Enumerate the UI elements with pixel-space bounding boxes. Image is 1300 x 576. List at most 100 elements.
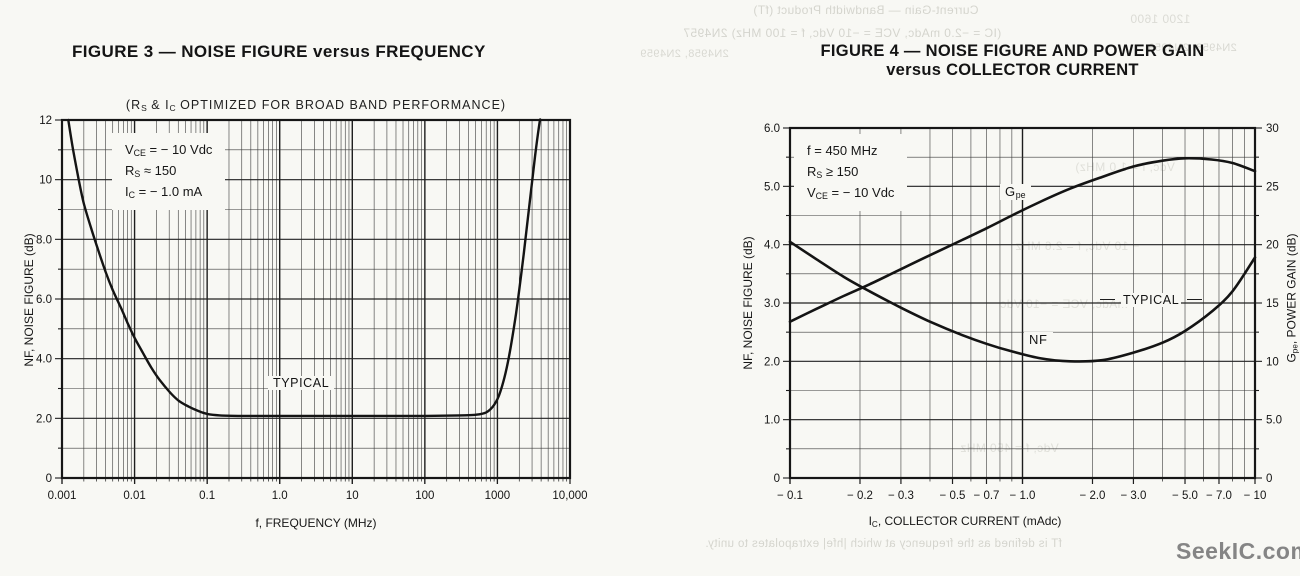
tick-label: 1000 bbox=[485, 490, 511, 502]
tick-label: 2.0 bbox=[36, 413, 52, 425]
gpe-sub: pe bbox=[1015, 190, 1026, 201]
cond-text: V bbox=[807, 185, 816, 201]
tick-label: 1.0 bbox=[764, 415, 780, 427]
figure4-title-line1: FIGURE 4 — NOISE FIGURE AND POWER GAIN bbox=[820, 42, 1205, 60]
xlabel-sub: C bbox=[871, 519, 878, 529]
tick-label: 6.0 bbox=[36, 294, 52, 306]
tick-label: 2.0 bbox=[764, 356, 780, 368]
tick-label: 0.001 bbox=[48, 490, 77, 502]
cond-text: V bbox=[125, 142, 134, 157]
leader-line bbox=[1100, 299, 1115, 301]
tick-label: 100 bbox=[415, 490, 434, 502]
cond-sub: CE bbox=[815, 191, 828, 202]
figure4-x-axis-label: IC, COLLECTOR CURRENT (mAdc) bbox=[715, 514, 1215, 529]
figure4-typical-label: TYPICAL bbox=[1094, 291, 1208, 309]
tick-label: 0 bbox=[46, 473, 52, 485]
figure4-nf-label: NF bbox=[1024, 332, 1053, 347]
watermark: SeekIC.com bbox=[1176, 538, 1300, 564]
condition-line: VCE = − 10 Vdc bbox=[807, 183, 894, 204]
subtitle-part: OPTIMIZED FOR BROAD BAND PERFORMANCE) bbox=[175, 98, 507, 112]
tick-label: 0.1 bbox=[199, 490, 215, 502]
tick-label: 20 bbox=[1266, 240, 1279, 252]
subtitle-part: (R bbox=[125, 98, 142, 112]
ylabel-text: , POWER GAIN (dB) bbox=[1284, 233, 1299, 345]
leader-line bbox=[1187, 299, 1203, 301]
figure4-title-line2: versus COLLECTOR CURRENT bbox=[886, 61, 1139, 79]
tick-label: 15 bbox=[1266, 298, 1279, 310]
tick-label: 0 bbox=[774, 473, 780, 485]
xlabel-text: I bbox=[868, 514, 872, 528]
condition-line: IC = − 1.0 mA bbox=[125, 182, 212, 203]
figure4-gpe-label: Gpe bbox=[1000, 184, 1031, 201]
figure4-title: FIGURE 4 — NOISE FIGURE AND POWER GAIN v… bbox=[780, 42, 1245, 80]
nf-typical-curve bbox=[67, 118, 542, 418]
cond-text: R bbox=[807, 164, 817, 180]
figure3-title: FIGURE 3 — NOISE FIGURE versus FREQUENCY bbox=[72, 42, 486, 61]
gpe-text: G bbox=[1005, 184, 1016, 199]
ghost-text: Current-Gain — Bandwidth Product (fT) bbox=[753, 3, 979, 17]
tick-label: 5.0 bbox=[1266, 415, 1282, 427]
tick-label: − 0.1 bbox=[777, 490, 803, 502]
figure4-right-y-axis-label: Gpe, POWER GAIN (dB) bbox=[1285, 233, 1300, 362]
tick-label: − 0.5 bbox=[940, 490, 966, 502]
typical-text: TYPICAL bbox=[1121, 293, 1182, 307]
tick-label: − 0.7 bbox=[974, 490, 1000, 502]
figure4-left-y-axis-label: NF, NOISE FIGURE (dB) bbox=[741, 236, 755, 370]
figure3-subtitle: (RS & IC OPTIMIZED FOR BROAD BAND PERFOR… bbox=[62, 98, 570, 113]
cond-text: R bbox=[125, 163, 135, 179]
tick-label: − 2.0 bbox=[1080, 490, 1106, 502]
tick-label: 1.0 bbox=[272, 490, 288, 502]
tick-label: 12 bbox=[39, 115, 52, 127]
condition-line: f = 450 MHz bbox=[807, 141, 894, 162]
gpe-curve bbox=[788, 156, 1257, 323]
cond-sub: S bbox=[134, 169, 141, 180]
tick-label: 0.01 bbox=[123, 490, 145, 502]
tick-label: 4.0 bbox=[36, 354, 52, 366]
nf-curve bbox=[788, 240, 1257, 363]
figure3-x-axis-label: f, FREQUENCY (MHz) bbox=[255, 516, 377, 530]
cond-text: = − 10 Vdc bbox=[145, 142, 213, 157]
cond-text: f bbox=[807, 143, 811, 158]
cond-text: ≈ 150 bbox=[140, 163, 177, 179]
tick-label: 25 bbox=[1266, 181, 1279, 193]
condition-line: VCE = − 10 Vdc bbox=[125, 140, 212, 161]
tick-label: − 0.2 bbox=[847, 490, 873, 502]
cond-text: I bbox=[125, 184, 129, 200]
tick-label: 5.0 bbox=[764, 181, 780, 193]
tick-label: 10 bbox=[1266, 356, 1279, 368]
ghost-text: 2N4958, 2N4959 bbox=[640, 48, 729, 60]
figure3-typical-label: TYPICAL bbox=[268, 376, 335, 390]
tick-label: 30 bbox=[1266, 123, 1279, 135]
tick-label: − 5.0 bbox=[1172, 490, 1198, 502]
tick-label: − 7.0 bbox=[1206, 490, 1232, 502]
ghost-text: fT is defined as the frequency at which … bbox=[705, 538, 1062, 550]
tick-label: 10 bbox=[39, 175, 52, 187]
cond-sub: CE bbox=[133, 148, 146, 159]
tick-label: 4.0 bbox=[764, 240, 780, 252]
ylabel-text: G bbox=[1284, 353, 1299, 363]
cond-sub: C bbox=[128, 190, 136, 201]
tick-label: 6.0 bbox=[764, 123, 780, 135]
figure3-y-axis-label: NF, NOISE FIGURE (dB) bbox=[22, 233, 36, 367]
cond-sub: S bbox=[816, 170, 823, 181]
condition-line: RS ≈ 150 bbox=[125, 161, 212, 182]
tick-label: 8.0 bbox=[36, 234, 52, 246]
figure4-conditions: f = 450 MHz RS ≥ 150 VCE = − 10 Vdc bbox=[794, 134, 908, 212]
tick-label: − 1.0 bbox=[1010, 490, 1036, 502]
cond-text: = − 10 Vdc bbox=[827, 185, 895, 201]
subtitle-part: & I bbox=[146, 98, 170, 112]
subtitle-sub: S bbox=[141, 103, 147, 114]
tick-label: − 3.0 bbox=[1120, 490, 1146, 502]
condition-line: RS ≥ 150 bbox=[807, 162, 894, 183]
ylabel-sub: pe bbox=[1290, 344, 1300, 354]
cond-text: ≥ 150 bbox=[822, 164, 859, 180]
ghost-text: (IC = −2.0 mAdc, VCE = −10 Vdc, f = 100 … bbox=[683, 26, 1002, 40]
figure3-conditions: VCE = − 10 Vdc RS ≈ 150 IC = − 1.0 mA bbox=[112, 133, 226, 211]
tick-label: 10 bbox=[346, 490, 359, 502]
tick-label: − 10 bbox=[1244, 490, 1267, 502]
ghost-text: 1200 1600 bbox=[1130, 12, 1191, 26]
cond-text: = 450 MHz bbox=[810, 143, 878, 158]
subtitle-sub: C bbox=[169, 103, 176, 114]
tick-label: 0 bbox=[1266, 473, 1272, 485]
tick-label: 10,000 bbox=[552, 490, 587, 502]
